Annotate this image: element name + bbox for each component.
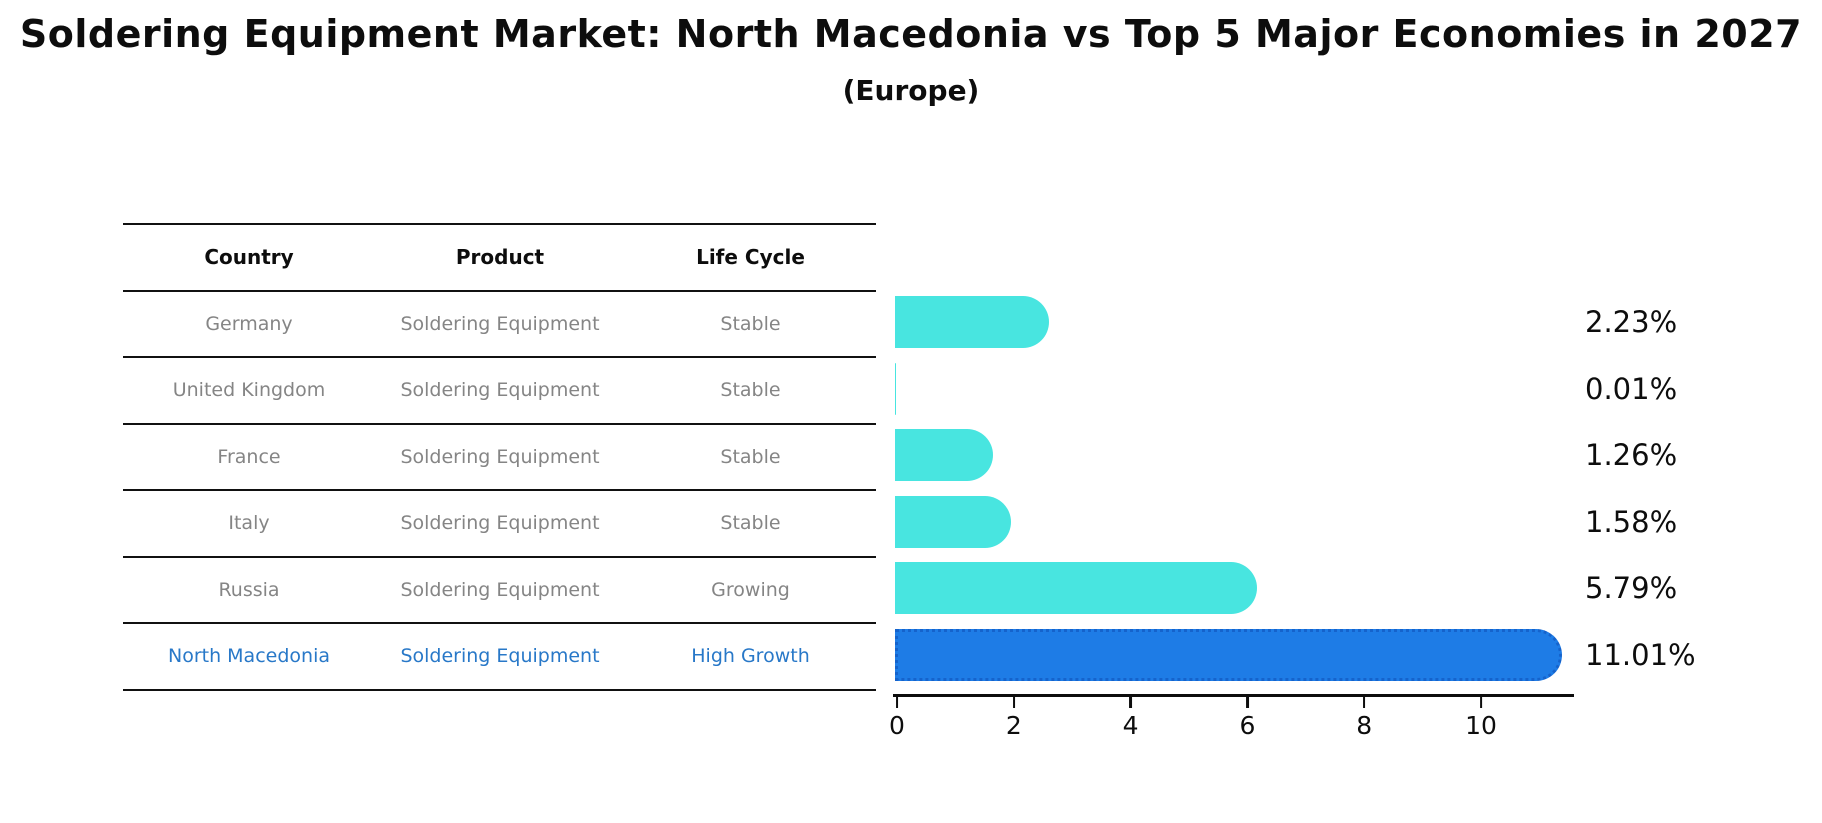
x-tick-4: 4 xyxy=(1123,697,1139,740)
tick-mark xyxy=(895,697,899,708)
value-label-france: 1.26% xyxy=(1585,438,1678,473)
table-row-italy: Italy Soldering Equipment Stable xyxy=(123,489,876,556)
product-cell: Soldering Equipment xyxy=(400,312,600,335)
value-label-italy: 1.58% xyxy=(1585,504,1678,539)
country-cell: France xyxy=(217,445,281,468)
life-cycle-cell: High Growth xyxy=(691,645,810,668)
column-header-country: Country xyxy=(204,245,294,270)
bar-germany xyxy=(895,296,1050,348)
tick-label: 4 xyxy=(1122,711,1139,740)
tick-label: 8 xyxy=(1356,711,1373,740)
life-cycle-cell: Stable xyxy=(720,445,781,468)
product-cell: Soldering Equipment xyxy=(400,578,600,601)
bar-france xyxy=(895,429,993,481)
table-row-united-kingdom: United Kingdom Soldering Equipment Stabl… xyxy=(123,356,876,423)
column-header-life-cycle: Life Cycle xyxy=(696,245,805,270)
product-cell: Soldering Equipment xyxy=(400,445,600,468)
life-cycle-cell: Stable xyxy=(720,312,781,335)
chart-subtitle: (Europe) xyxy=(842,74,980,107)
country-cell: Russia xyxy=(218,578,280,601)
table-row-france: France Soldering Equipment Stable xyxy=(123,422,876,490)
chart-title: Soldering Equipment Market: North Macedo… xyxy=(19,12,1803,56)
table-row-north-macedonia: North Macedonia Soldering Equipment High… xyxy=(123,622,876,689)
column-header-product: Product xyxy=(455,245,545,270)
x-tick-0: 0 xyxy=(889,697,905,740)
product-cell: Soldering Equipment xyxy=(400,379,600,402)
table-row-germany: Germany Soldering Equipment Stable xyxy=(123,289,876,357)
life-cycle-cell: Stable xyxy=(720,512,781,535)
life-cycle-cell: Stable xyxy=(720,379,781,402)
tick-mark xyxy=(1362,697,1366,708)
tick-mark xyxy=(1012,697,1016,708)
country-cell: Italy xyxy=(228,512,270,535)
country-table: Country Product Life Cycle Germany Solde… xyxy=(123,223,876,691)
tick-label: 0 xyxy=(889,711,905,740)
value-label-united-kingdom: 0.01% xyxy=(1585,371,1678,406)
x-axis-line xyxy=(893,694,1574,697)
x-tick-2: 2 xyxy=(1006,697,1022,740)
bar-united-kingdom xyxy=(895,362,896,415)
product-cell: Soldering Equipment xyxy=(400,512,600,535)
tick-mark xyxy=(1129,697,1132,708)
tick-mark xyxy=(1246,697,1249,708)
country-cell: Germany xyxy=(205,312,293,335)
tick-label: 2 xyxy=(1005,711,1022,740)
value-label-north-macedonia: 11.01% xyxy=(1585,637,1696,672)
value-label-germany: 2.23% xyxy=(1585,305,1678,340)
tick-mark xyxy=(1479,697,1483,708)
country-cell: North Macedonia xyxy=(167,645,330,668)
life-cycle-cell: Growing xyxy=(711,578,790,601)
x-tick-6: 6 xyxy=(1239,697,1255,740)
product-cell: Soldering Equipment xyxy=(400,645,600,668)
tick-label: 6 xyxy=(1239,711,1256,740)
table-row-russia: Russia Soldering Equipment Growing xyxy=(123,555,876,623)
x-tick-8: 8 xyxy=(1356,697,1372,740)
bar-italy xyxy=(895,495,1012,548)
table-header-row: Country Product Life Cycle xyxy=(123,223,876,290)
bar-russia xyxy=(895,562,1258,614)
country-cell: United Kingdom xyxy=(172,379,326,402)
x-tick-10: 10 xyxy=(1465,697,1497,740)
tick-label: 10 xyxy=(1465,711,1497,740)
bar-north-macedonia xyxy=(895,628,1562,681)
value-label-russia: 5.79% xyxy=(1585,571,1678,606)
